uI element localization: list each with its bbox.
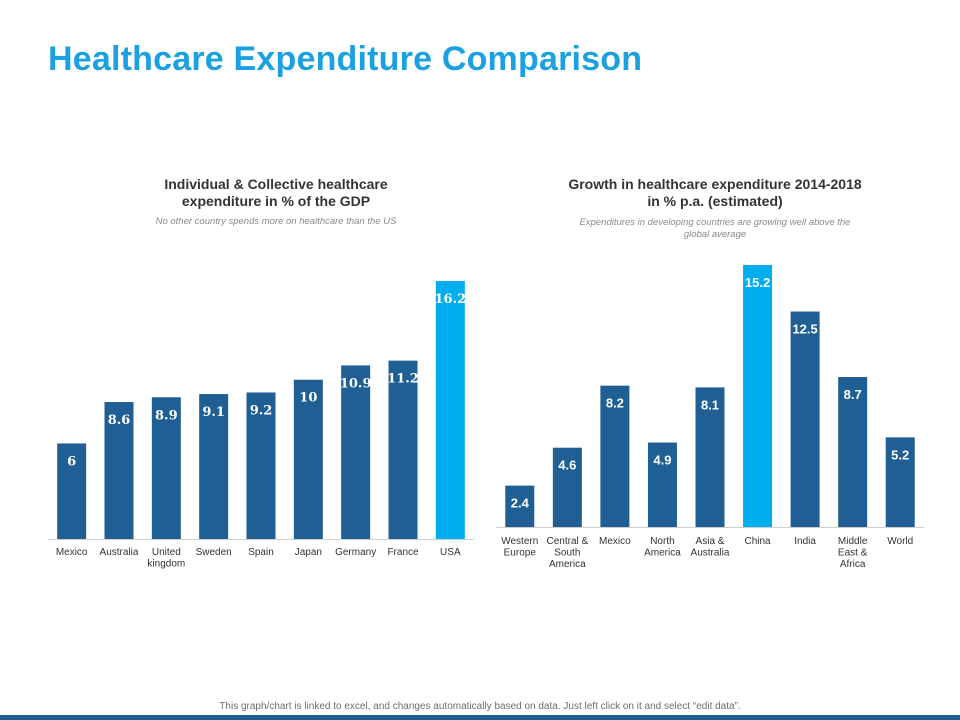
data-label-united-kingdom: 8.9: [155, 408, 178, 423]
bar-world: [885, 437, 915, 527]
category-label-north-america: North America: [644, 536, 681, 559]
category-label-india: India: [794, 536, 816, 547]
bar-germany: [341, 365, 371, 539]
left-chart-title-line2: expenditure in % of the GDP: [181, 193, 371, 209]
right-bar-chart: 2.4 Western Europe 4.6 Central & South America…: [496, 265, 924, 570]
data-label-world: 5.2: [891, 447, 909, 462]
category-label-japan: Japan: [295, 547, 322, 558]
bar-united-kingdom: [151, 397, 181, 539]
right-chart-subtitle-line1: Expenditures in developing countries are…: [579, 217, 851, 228]
category-label-western-europe: Western Europe: [501, 536, 538, 559]
data-label-germany: 10.9: [340, 376, 372, 391]
bar-japan: [293, 379, 323, 539]
data-label-australia: 8.6: [108, 413, 131, 428]
bar-spain: [246, 392, 276, 539]
bar-india: [790, 311, 820, 527]
data-label-france: 11.2: [387, 372, 419, 387]
category-label-middle-east-africa: Middle East & Africa: [838, 536, 868, 570]
left-chart-title-line1: Individual & Collective healthcare: [164, 176, 388, 192]
category-label-australia: Australia: [100, 547, 139, 558]
right-chart-subtitle: Expenditures in developing countries are…: [530, 217, 900, 241]
data-label-mexico: 6: [67, 454, 76, 469]
footer-bar: [0, 715, 960, 720]
data-label-sweden: 9.1: [202, 405, 225, 420]
category-label-germany: Germany: [335, 547, 376, 558]
left-chart-subtitle: No other country spends more on healthca…: [155, 216, 397, 227]
data-label-asia-australia: 8.1: [701, 397, 719, 412]
category-label-mexico: Mexico: [599, 536, 631, 547]
bar-western-europe: [505, 485, 535, 527]
data-label-middle-east-africa: 8.7: [844, 387, 862, 402]
category-label-central-south-america: Central & South America: [546, 536, 588, 570]
category-label-france: France: [387, 547, 419, 558]
data-label-western-europe: 2.4: [511, 496, 530, 511]
left-chart-title: Individual & Collective healthcare expen…: [120, 176, 432, 210]
data-label-north-america: 4.9: [653, 453, 671, 468]
data-label-india: 12.5: [792, 322, 817, 337]
data-label-mexico: 8.2: [606, 396, 624, 411]
right-chart-subtitle-line2: global average: [683, 229, 747, 240]
data-label-japan: 10: [299, 391, 317, 406]
right-chart-title-line2: in % p.a. (estimated): [647, 193, 783, 209]
category-label-china: China: [744, 536, 771, 547]
category-label-world: World: [887, 536, 913, 547]
bar-mexico: [57, 443, 87, 539]
bar-north-america: [647, 442, 677, 527]
page-title: Healthcare Expenditure Comparison: [48, 40, 643, 78]
category-label-asia-australia: Asia & Australia: [691, 536, 730, 559]
bar-china: [743, 265, 773, 527]
bar-sweden: [199, 394, 229, 539]
right-chart-title: Growth in healthcare expenditure 2014-20…: [530, 176, 900, 210]
data-label-spain: 9.2: [250, 403, 273, 418]
category-label-mexico: Mexico: [56, 547, 88, 558]
data-label-central-south-america: 4.6: [558, 458, 576, 473]
bar-central-south-america: [552, 447, 582, 527]
category-label-sweden: Sweden: [196, 547, 232, 558]
bar-asia-australia: [695, 387, 725, 527]
data-label-usa: 16.2: [434, 292, 466, 307]
bar-middle-east-africa: [838, 377, 868, 527]
data-label-china: 15.2: [745, 275, 770, 290]
right-chart-title-line1: Growth in healthcare expenditure 2014-20…: [568, 176, 862, 192]
category-label-united-kingdom: United kingdom: [147, 547, 185, 570]
bar-mexico: [600, 385, 630, 527]
category-label-usa: USA: [440, 547, 461, 558]
bar-usa: [435, 281, 465, 539]
category-label-spain: Spain: [248, 547, 274, 558]
footer-note: This graph/chart is linked to excel, and…: [219, 701, 741, 712]
bar-australia: [104, 402, 134, 539]
bar-france: [388, 360, 418, 539]
left-bar-chart: 6 Mexico 8.6 Australia 8.9 United kingdom 9.1 Sw…: [48, 281, 474, 570]
